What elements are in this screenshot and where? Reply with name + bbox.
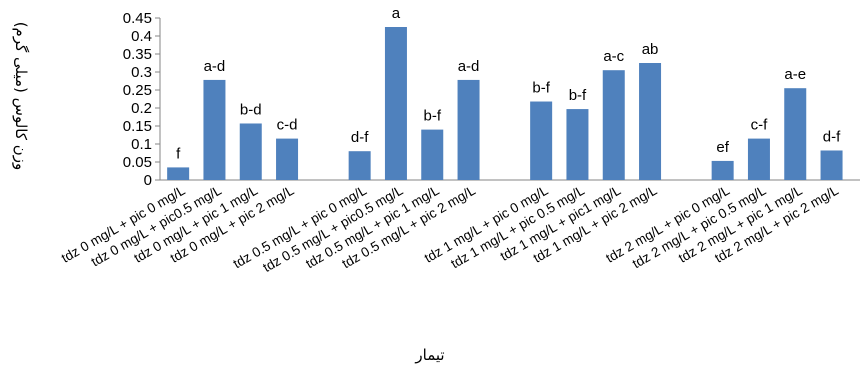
data-label: c-d: [277, 117, 298, 134]
bar: [639, 63, 662, 180]
data-label: b-f: [532, 80, 550, 97]
data-label: d-f: [351, 129, 369, 146]
y-tick-label: 0.1: [131, 136, 152, 153]
data-label: a-d: [204, 58, 226, 75]
y-tick-label: 0.45: [123, 10, 152, 27]
bar: [421, 129, 444, 180]
y-tick-label: 0.2: [131, 100, 152, 117]
bar: [276, 138, 299, 180]
bar: [784, 88, 807, 180]
data-label: a-d: [458, 58, 480, 75]
y-tick-label: 0: [144, 172, 152, 189]
bar: [457, 79, 480, 180]
y-tick-label: 0.25: [123, 82, 152, 99]
data-label: b-f: [569, 87, 587, 104]
bar: [167, 167, 190, 180]
x-axis-title: تیمار: [414, 346, 444, 364]
data-label: ab: [642, 41, 659, 58]
data-label: a-c: [603, 48, 624, 65]
data-label: b-d: [240, 101, 262, 118]
data-label: a-e: [784, 66, 806, 83]
data-label: d-f: [823, 128, 841, 145]
data-label: c-f: [751, 117, 768, 134]
bar: [820, 150, 843, 180]
bar: [711, 160, 734, 180]
y-axis-title: وزن کالوس (میلی گرم): [12, 22, 30, 171]
bar: [566, 109, 589, 180]
y-tick-label: 0.15: [123, 118, 152, 135]
bar: [530, 101, 553, 180]
data-label: b-f: [423, 108, 441, 125]
bar: [602, 70, 625, 180]
bars: [167, 27, 843, 180]
bar: [239, 123, 262, 180]
data-label: a: [392, 5, 401, 22]
y-tick-label: 0.3: [131, 64, 152, 81]
bar: [203, 79, 226, 180]
data-label: f: [176, 145, 181, 162]
bar: [348, 151, 371, 180]
y-tick-label: 0.4: [131, 28, 152, 45]
y-tick-label: 0.35: [123, 46, 152, 63]
bar: [384, 27, 407, 180]
y-tick-label: 0.05: [123, 154, 152, 171]
data-label: ef: [716, 139, 729, 156]
bar: [747, 138, 770, 180]
data-labels: f a-d b-d c-d d-f a b-f a-d b-f b-f a-c ab ef c-f a-e d…: [176, 5, 841, 162]
